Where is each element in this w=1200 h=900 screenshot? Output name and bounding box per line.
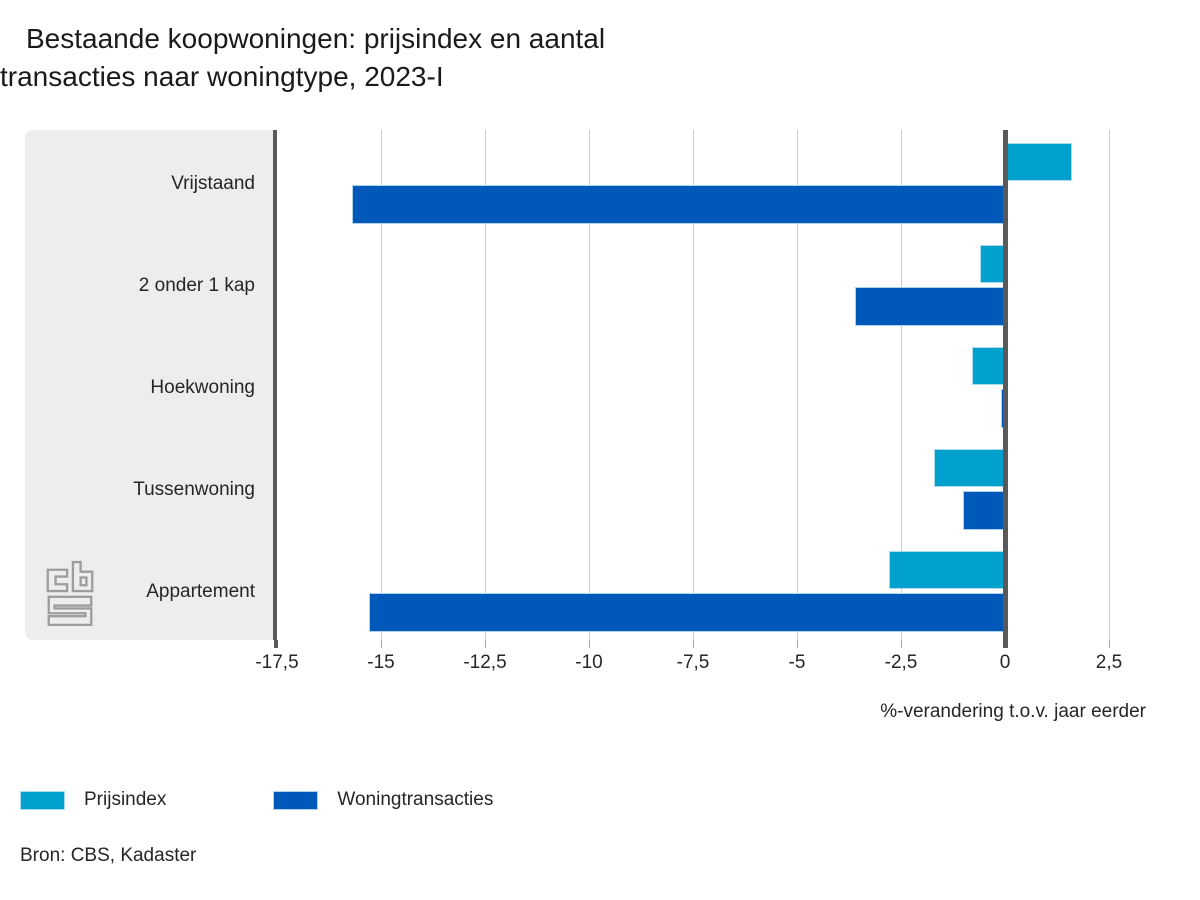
bar-woningtransacties-appartement bbox=[368, 593, 1005, 632]
axis-tick bbox=[381, 640, 382, 648]
category-label-2-onder-1-kap: 2 onder 1 kap bbox=[138, 274, 255, 296]
bar-prijsindex-2-onder-1-kap bbox=[980, 245, 1005, 283]
axis-tick bbox=[589, 640, 590, 648]
bar-woningtransacties-vrijstaand bbox=[351, 185, 1005, 224]
axis-tick bbox=[901, 640, 902, 648]
prijsindex-swatch-icon bbox=[20, 790, 65, 810]
category-panel: Vrijstaand 2 onder 1 kap Hoekwoning Tussenw… bbox=[25, 130, 277, 640]
x-axis-title: %-verandering t.o.v. jaar eerder bbox=[880, 701, 1146, 722]
legend-item-prijsindex: Prijsindex bbox=[20, 788, 166, 812]
source-note: Bron: CBS, Kadaster bbox=[20, 845, 197, 866]
category-label-vrijstaand: Vrijstaand bbox=[171, 172, 255, 194]
woningtransacties-swatch-icon bbox=[273, 790, 319, 810]
x-tick-label: -15 bbox=[367, 652, 395, 673]
gridline bbox=[381, 130, 382, 640]
x-tick-label: -17,5 bbox=[255, 652, 299, 673]
x-tick-label: 0 bbox=[999, 652, 1011, 673]
axis-tick bbox=[274, 640, 278, 648]
bar-prijsindex-appartement bbox=[888, 551, 1005, 589]
x-tick-label: -7,5 bbox=[676, 652, 710, 673]
bar-woningtransacties-2-onder-1-kap bbox=[855, 287, 1005, 326]
x-axis-tick-labels: -17,5 -15 -12,5 -10 -7,5 -5 -2,5 0 2,5 bbox=[255, 651, 1162, 677]
category-label-appartement: Appartement bbox=[146, 580, 255, 602]
gridline bbox=[797, 130, 798, 640]
bar-woningtransacties-tussenwoning bbox=[963, 491, 1005, 530]
chart-title-line2: transacties naar woningtype, 2023-I bbox=[0, 61, 444, 92]
axis-tick bbox=[693, 640, 694, 648]
gridline bbox=[589, 130, 590, 640]
legend-label-prijsindex: Prijsindex bbox=[84, 789, 167, 810]
chart-title-line1: Bestaande koopwoningen: prijsindex en aa… bbox=[26, 23, 606, 54]
legend-item-woningtransacties: Woningtransacties bbox=[273, 788, 493, 812]
category-label-tussenwoning: Tussenwoning bbox=[133, 478, 255, 500]
zero-axis-line bbox=[1003, 130, 1008, 648]
axis-tick bbox=[797, 640, 798, 648]
gridline bbox=[485, 130, 486, 640]
x-tick-label: -10 bbox=[575, 652, 603, 673]
bar-prijsindex-hoekwoning bbox=[971, 347, 1005, 385]
axis-tick bbox=[485, 640, 486, 648]
bar-prijsindex-vrijstaand bbox=[1005, 143, 1072, 181]
x-tick-label: 2,5 bbox=[1095, 652, 1123, 673]
gridline bbox=[1109, 130, 1110, 640]
x-tick-label: -12,5 bbox=[463, 652, 507, 673]
cbs-logo-icon bbox=[46, 560, 94, 627]
gridline bbox=[693, 130, 694, 640]
category-label-hoekwoning: Hoekwoning bbox=[150, 376, 255, 398]
legend: Prijsindex Woningtransacties bbox=[20, 788, 493, 812]
legend-label-woningtransacties: Woningtransacties bbox=[337, 789, 494, 810]
bar-prijsindex-tussenwoning bbox=[934, 449, 1005, 487]
x-tick-label: -5 bbox=[788, 652, 806, 673]
axis-tick bbox=[1109, 640, 1110, 648]
x-tick-label: -2,5 bbox=[884, 652, 918, 673]
plot-area bbox=[274, 130, 1162, 648]
gridline bbox=[901, 130, 902, 640]
